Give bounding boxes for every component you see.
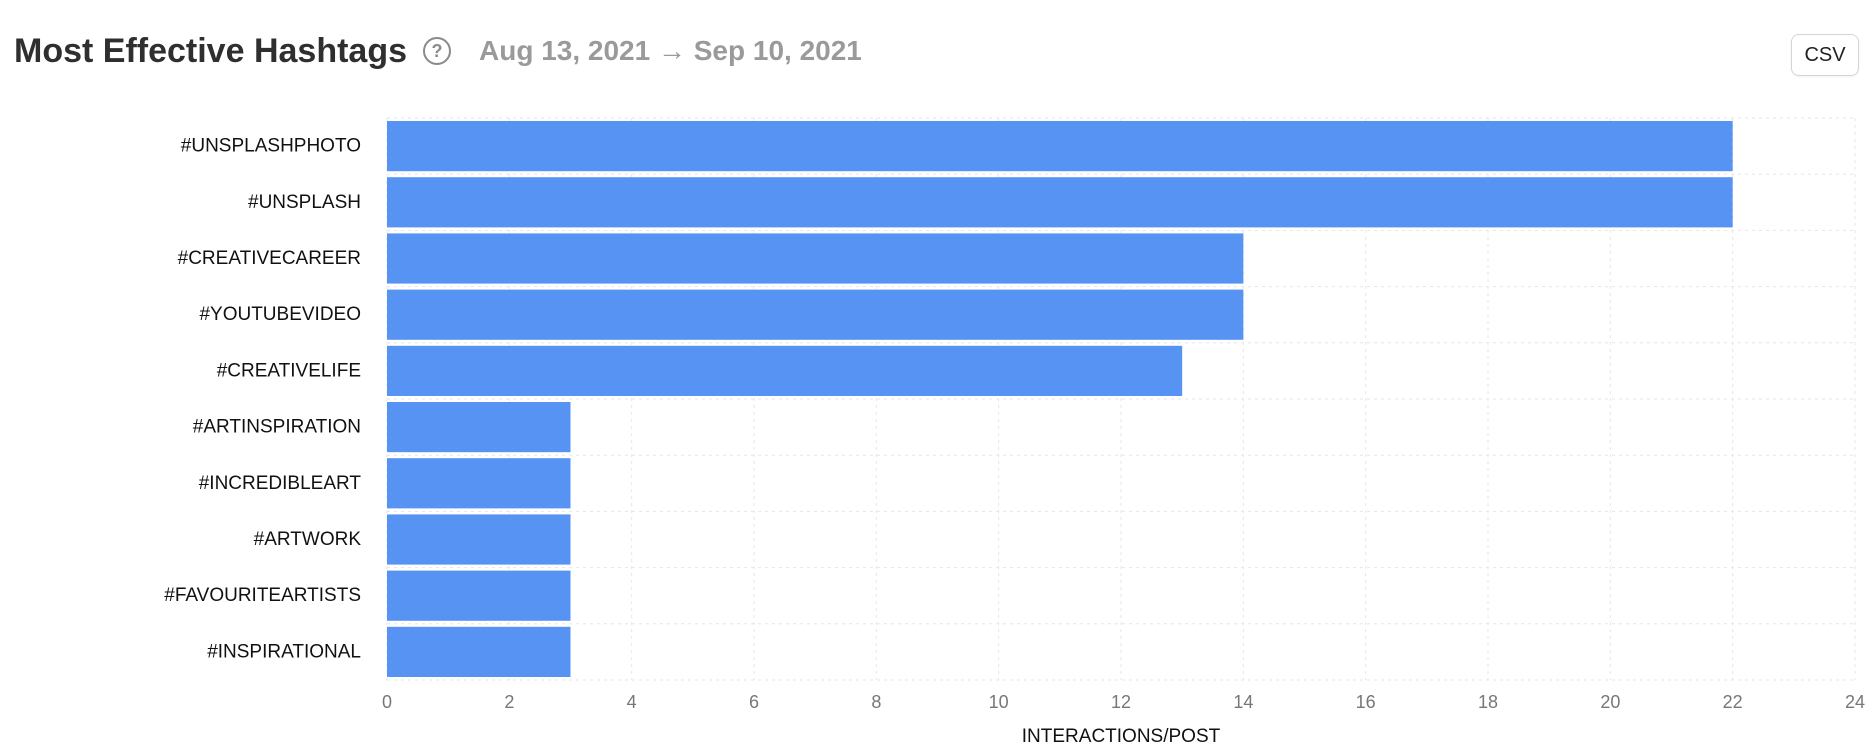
bar[interactable] <box>387 402 571 453</box>
x-tick-label: 24 <box>1845 692 1865 712</box>
chart-header: Most Effective Hashtags ? Aug 13, 2021 →… <box>14 26 862 76</box>
category-labels: #UNSPLASHPHOTO #UNSPLASH #CREATIVECAREER #Y… <box>164 136 361 663</box>
category-label: #YOUTUBEVIDEO <box>199 304 361 325</box>
category-label: #INSPIRATIONAL <box>207 641 361 662</box>
x-tick-label: 12 <box>1111 692 1131 712</box>
bar[interactable] <box>387 514 571 565</box>
x-tick-label: 22 <box>1723 692 1743 712</box>
x-tick-label: 6 <box>749 692 759 712</box>
bar[interactable] <box>387 289 1244 340</box>
question-circle-icon[interactable]: ? <box>423 37 451 65</box>
x-tick-label: 14 <box>1233 692 1253 712</box>
x-tick-label: 0 <box>382 692 392 712</box>
x-tick-label: 20 <box>1600 692 1620 712</box>
x-tick-label: 10 <box>989 692 1009 712</box>
page-title: Most Effective Hashtags <box>14 31 407 70</box>
csv-export-button[interactable]: CSV <box>1791 34 1859 76</box>
x-axis-title: INTERACTIONS/POST <box>1022 726 1221 747</box>
x-tick-label: 18 <box>1478 692 1498 712</box>
bar[interactable] <box>387 570 571 621</box>
date-range: Aug 13, 2021 → Sep 10, 2021 <box>479 35 862 66</box>
category-label: #UNSPLASHPHOTO <box>181 136 361 157</box>
category-label: #INCREDIBLEART <box>199 473 362 494</box>
category-label: #FAVOURITEARTISTS <box>164 585 361 606</box>
x-tick-label: 2 <box>504 692 514 712</box>
x-tick-label: 16 <box>1356 692 1376 712</box>
bar[interactable] <box>387 121 1733 172</box>
bar[interactable] <box>387 626 571 677</box>
bar[interactable] <box>387 458 571 509</box>
bar[interactable] <box>387 177 1733 228</box>
category-label: #ARTWORK <box>254 529 362 550</box>
x-tick-label: 4 <box>627 692 637 712</box>
x-tick-label: 8 <box>871 692 881 712</box>
x-tick-labels: 0 2 4 6 8 10 12 14 16 18 20 22 24 <box>382 692 1865 712</box>
bar[interactable] <box>387 345 1183 396</box>
category-label: #ARTINSPIRATION <box>193 417 361 438</box>
category-label: #UNSPLASH <box>248 192 361 213</box>
category-label: #CREATIVELIFE <box>217 360 361 381</box>
bars <box>387 121 1733 677</box>
category-label: #CREATIVECAREER <box>178 248 361 269</box>
bar[interactable] <box>387 233 1244 284</box>
